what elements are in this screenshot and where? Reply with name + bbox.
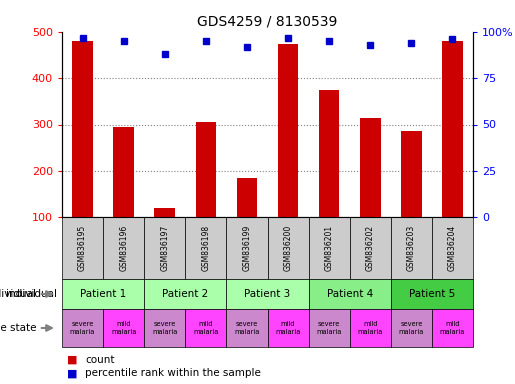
Bar xyxy=(391,309,432,347)
Bar xyxy=(62,217,103,279)
Text: mild
malaria: mild malaria xyxy=(111,321,136,334)
Bar xyxy=(308,217,350,279)
Text: Patient 2: Patient 2 xyxy=(162,289,209,299)
Bar xyxy=(391,279,473,309)
Bar xyxy=(360,118,381,217)
Bar xyxy=(391,217,432,279)
Bar xyxy=(308,279,391,309)
Bar xyxy=(308,309,350,347)
Text: mild
malaria: mild malaria xyxy=(193,321,218,334)
Text: disease state: disease state xyxy=(0,323,36,333)
Text: severe
malaria: severe malaria xyxy=(70,321,95,334)
Text: GSM836199: GSM836199 xyxy=(243,225,251,271)
Text: count: count xyxy=(85,355,115,365)
Bar xyxy=(227,217,267,279)
Text: severe
malaria: severe malaria xyxy=(399,321,424,334)
Bar xyxy=(267,217,308,279)
Bar xyxy=(196,122,216,217)
Text: GSM836197: GSM836197 xyxy=(160,225,169,271)
Text: severe
malaria: severe malaria xyxy=(152,321,178,334)
Bar xyxy=(350,309,391,347)
Bar xyxy=(154,208,175,217)
Bar xyxy=(432,309,473,347)
Text: ■: ■ xyxy=(67,368,78,378)
Text: ■: ■ xyxy=(67,355,78,365)
Text: GSM836195: GSM836195 xyxy=(78,225,87,271)
Title: GDS4259 / 8130539: GDS4259 / 8130539 xyxy=(197,14,338,28)
Bar xyxy=(319,90,339,217)
Text: GSM836196: GSM836196 xyxy=(119,225,128,271)
Bar xyxy=(144,279,227,309)
Text: individual: individual xyxy=(6,289,57,299)
Text: GSM836203: GSM836203 xyxy=(407,225,416,271)
Text: GSM836201: GSM836201 xyxy=(324,225,334,271)
Bar xyxy=(113,127,134,217)
Text: mild
malaria: mild malaria xyxy=(357,321,383,334)
Bar xyxy=(350,217,391,279)
Bar xyxy=(103,309,144,347)
Text: mild
malaria: mild malaria xyxy=(276,321,301,334)
Text: Patient 1: Patient 1 xyxy=(80,289,126,299)
Bar xyxy=(401,131,422,217)
Bar xyxy=(267,309,308,347)
Bar xyxy=(237,178,257,217)
Text: Patient 3: Patient 3 xyxy=(245,289,290,299)
Bar xyxy=(144,309,185,347)
Text: Patient 4: Patient 4 xyxy=(327,289,373,299)
Text: GSM836200: GSM836200 xyxy=(284,225,293,271)
Bar xyxy=(144,217,185,279)
Text: severe
malaria: severe malaria xyxy=(234,321,260,334)
Bar xyxy=(72,41,93,217)
Bar xyxy=(278,43,298,217)
Bar xyxy=(62,279,144,309)
Text: percentile rank within the sample: percentile rank within the sample xyxy=(85,368,261,378)
Bar xyxy=(62,309,103,347)
Bar xyxy=(432,217,473,279)
Bar xyxy=(227,309,267,347)
Text: severe
malaria: severe malaria xyxy=(316,321,342,334)
Text: GSM836198: GSM836198 xyxy=(201,225,210,271)
Bar xyxy=(103,217,144,279)
Bar xyxy=(442,41,462,217)
Bar xyxy=(185,217,227,279)
Text: Patient 5: Patient 5 xyxy=(409,289,455,299)
Bar xyxy=(185,309,227,347)
Text: GSM836204: GSM836204 xyxy=(448,225,457,271)
Text: individual: individual xyxy=(0,289,36,299)
Bar xyxy=(227,279,308,309)
Text: GSM836202: GSM836202 xyxy=(366,225,375,271)
Text: mild
malaria: mild malaria xyxy=(440,321,465,334)
